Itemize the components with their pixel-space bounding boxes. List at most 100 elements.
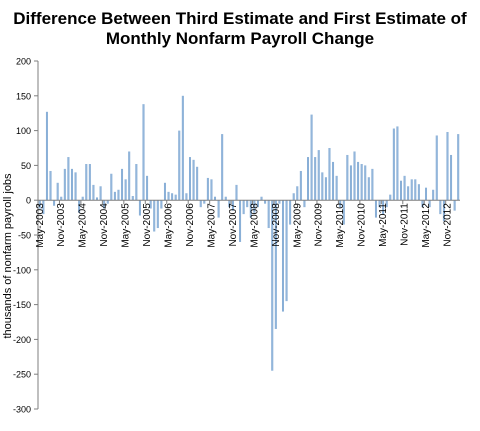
bar bbox=[214, 196, 217, 201]
bar bbox=[382, 200, 385, 215]
bar bbox=[442, 200, 445, 222]
bar bbox=[378, 200, 381, 208]
bar bbox=[407, 186, 410, 201]
x-tick-label: Nov-2006 bbox=[185, 203, 196, 247]
bar bbox=[428, 200, 431, 208]
bar bbox=[364, 165, 367, 201]
bar bbox=[42, 200, 45, 215]
x-tick-label: Nov-2003 bbox=[56, 203, 67, 247]
bar bbox=[128, 151, 131, 201]
bar bbox=[278, 200, 281, 204]
bar bbox=[410, 179, 413, 201]
x-tick-label: May-2006 bbox=[164, 203, 175, 248]
bar bbox=[432, 189, 435, 201]
x-tick-label: May-2008 bbox=[249, 203, 260, 248]
bar bbox=[131, 196, 134, 201]
x-tick-label: Nov-2011 bbox=[400, 203, 411, 246]
x-tick-label: Nov-2010 bbox=[357, 203, 368, 247]
bar bbox=[174, 194, 177, 201]
y-tick-label: -50 bbox=[18, 231, 31, 241]
bar bbox=[49, 170, 52, 201]
bar bbox=[307, 157, 309, 201]
bar bbox=[239, 200, 242, 242]
bar bbox=[103, 200, 106, 209]
bar bbox=[171, 193, 174, 201]
bar bbox=[310, 114, 313, 201]
bar bbox=[271, 200, 274, 371]
bar bbox=[446, 131, 449, 201]
bar bbox=[349, 165, 352, 201]
x-tick-label: May-2005 bbox=[121, 203, 132, 248]
y-tick-label: 200 bbox=[16, 57, 31, 67]
bar bbox=[203, 200, 206, 204]
bar bbox=[70, 168, 73, 201]
bar bbox=[303, 200, 306, 208]
bar bbox=[231, 200, 234, 211]
bar bbox=[253, 200, 256, 213]
bar bbox=[199, 200, 202, 208]
bar bbox=[149, 200, 152, 209]
bar bbox=[249, 200, 252, 218]
bar bbox=[264, 200, 267, 204]
x-tick-label: Nov-2005 bbox=[142, 203, 153, 247]
bar bbox=[425, 187, 428, 201]
bar bbox=[367, 177, 370, 201]
bar bbox=[138, 200, 141, 216]
bar bbox=[357, 161, 360, 201]
bar bbox=[135, 164, 138, 201]
bar bbox=[392, 128, 395, 201]
bar bbox=[242, 200, 245, 215]
chart-title-line-1: Difference Between Third Estimate and Fi… bbox=[13, 9, 467, 28]
bar bbox=[389, 194, 392, 201]
bar bbox=[99, 186, 102, 201]
bar bbox=[228, 200, 231, 208]
x-tick-label: May-2004 bbox=[78, 203, 89, 248]
bar bbox=[185, 193, 188, 201]
bar bbox=[285, 200, 288, 302]
bar bbox=[160, 200, 163, 209]
bar bbox=[113, 191, 116, 201]
x-tick-label: Nov-2004 bbox=[99, 203, 110, 247]
x-tick-label: May-2012 bbox=[421, 203, 432, 248]
bar bbox=[421, 200, 424, 208]
bar bbox=[106, 200, 109, 204]
bar bbox=[274, 200, 277, 329]
bar bbox=[400, 180, 402, 201]
bar bbox=[332, 161, 335, 201]
bar bbox=[324, 177, 327, 201]
bar bbox=[246, 200, 249, 208]
y-axis: 200 150 100 50 0 -50 -100 -150 -200 -250 -300 bbox=[13, 57, 39, 415]
bar bbox=[321, 172, 324, 201]
bar bbox=[281, 200, 284, 312]
bar bbox=[189, 157, 191, 201]
bar bbox=[221, 134, 224, 201]
bar bbox=[181, 95, 184, 201]
x-axis: May-2003 Nov-2003 May-2004 Nov-2004 May-2005… bbox=[35, 199, 460, 248]
y-tick-label: -200 bbox=[13, 335, 31, 345]
bar bbox=[360, 164, 363, 201]
x-tick-label: May-2007 bbox=[206, 203, 217, 248]
bar bbox=[342, 200, 345, 225]
x-tick-label: May-2009 bbox=[292, 203, 303, 248]
bar bbox=[206, 177, 209, 201]
bar bbox=[328, 148, 331, 201]
y-axis-label: thousands of nonfarm payroll jobs bbox=[2, 173, 14, 339]
bar bbox=[210, 179, 213, 201]
bar bbox=[45, 111, 48, 201]
bar bbox=[142, 104, 145, 201]
bar bbox=[74, 172, 77, 201]
bar bbox=[156, 200, 159, 229]
bar bbox=[314, 157, 317, 201]
bar bbox=[196, 166, 199, 201]
bar bbox=[192, 159, 195, 201]
bar bbox=[417, 184, 420, 201]
bar bbox=[53, 200, 56, 206]
bar bbox=[457, 134, 460, 201]
bar bbox=[110, 173, 113, 201]
bar bbox=[385, 200, 388, 208]
bar bbox=[292, 193, 295, 201]
bar bbox=[235, 184, 238, 201]
bar bbox=[371, 168, 374, 201]
